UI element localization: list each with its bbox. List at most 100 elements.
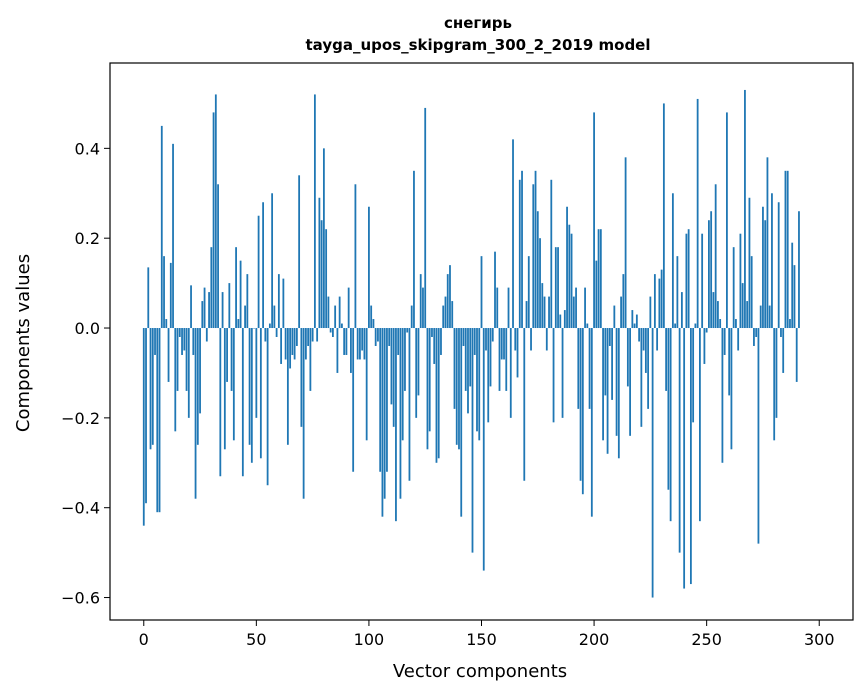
bar-225 <box>649 296 652 329</box>
bar-54 <box>264 328 267 342</box>
bar-112 <box>395 328 397 522</box>
bar-8 <box>160 125 163 329</box>
bar-275 <box>762 206 764 329</box>
bar-67 <box>293 328 296 360</box>
bar-205 <box>604 328 607 396</box>
bar-50 <box>255 328 258 418</box>
bar-87 <box>338 296 341 329</box>
bar-280 <box>773 328 776 441</box>
bar-121 <box>415 328 418 418</box>
bar-281 <box>775 328 778 418</box>
bar-186 <box>561 328 564 418</box>
bar-167 <box>518 179 521 329</box>
bar-114 <box>399 328 402 499</box>
y-tick-label: −0.2 <box>61 409 100 428</box>
bar-9 <box>163 256 165 329</box>
bar-142 <box>462 328 465 346</box>
bar-77 <box>316 328 319 342</box>
bar-70 <box>300 328 303 427</box>
bar-139 <box>455 328 458 445</box>
bar-137 <box>451 301 454 329</box>
y-tick-label: 0.0 <box>75 319 100 338</box>
bar-48 <box>250 328 253 463</box>
bar-287 <box>789 319 791 329</box>
bar-268 <box>746 301 749 329</box>
bar-227 <box>653 274 656 329</box>
bar-78 <box>318 197 321 329</box>
bar-276 <box>764 220 767 329</box>
bar-53 <box>262 202 264 329</box>
bar-98 <box>363 328 366 360</box>
bar-228 <box>656 328 659 351</box>
bar-3 <box>149 328 152 450</box>
bar-134 <box>444 296 447 329</box>
bar-272 <box>755 328 758 337</box>
bar-271 <box>753 328 755 346</box>
bar-158 <box>498 328 501 391</box>
bar-183 <box>554 247 557 329</box>
bar-20 <box>187 328 190 418</box>
x-tick-label: 50 <box>246 630 266 649</box>
bar-91 <box>347 287 350 329</box>
bar-152 <box>485 328 487 351</box>
bar-76 <box>313 94 316 329</box>
bar-208 <box>611 328 613 400</box>
bar-229 <box>658 278 661 329</box>
bar-180 <box>548 296 550 329</box>
bar-60 <box>277 274 280 329</box>
bar-120 <box>413 170 415 329</box>
bar-23 <box>194 328 197 499</box>
bar-259 <box>726 112 728 329</box>
bar-14 <box>174 328 177 432</box>
x-axis-ticks: 0 50 100 150 200 250 300 <box>139 620 835 649</box>
bar-135 <box>446 274 449 329</box>
bar-147 <box>473 328 476 355</box>
bar-239 <box>680 292 683 329</box>
bar-168 <box>521 170 523 329</box>
bar-204 <box>602 328 604 441</box>
bar-219 <box>635 314 638 329</box>
bar-283 <box>780 328 782 337</box>
bar-104 <box>377 328 379 342</box>
bar-179 <box>545 328 548 351</box>
bar-29 <box>208 292 210 329</box>
chart-title: снегирь <box>444 14 512 32</box>
bar-236 <box>674 323 677 329</box>
bar-0 <box>142 328 145 526</box>
bar-189 <box>568 224 571 329</box>
bar-27 <box>203 287 206 329</box>
bar-113 <box>397 328 400 355</box>
bar-285 <box>784 170 787 329</box>
bar-194 <box>579 328 582 481</box>
bar-95 <box>356 328 359 360</box>
bar-25 <box>199 328 201 414</box>
bar-18 <box>183 328 186 351</box>
bar-101 <box>370 305 373 329</box>
bar-124 <box>422 287 424 329</box>
bar-51 <box>257 215 260 329</box>
bar-26 <box>201 301 204 329</box>
bar-244 <box>692 328 695 423</box>
bar-213 <box>622 274 625 329</box>
bar-65 <box>289 328 292 369</box>
bar-57 <box>271 193 274 329</box>
bar-58 <box>273 305 276 329</box>
bar-132 <box>440 328 442 355</box>
bar-237 <box>676 256 679 329</box>
bar-74 <box>309 328 312 391</box>
bar-195 <box>581 328 584 495</box>
bar-286 <box>786 170 789 329</box>
bar-240 <box>683 328 686 589</box>
bar-214 <box>624 157 627 329</box>
bar-5 <box>154 328 156 355</box>
bar-2 <box>147 267 150 329</box>
bar-265 <box>739 233 742 329</box>
bar-145 <box>469 328 472 387</box>
bar-243 <box>689 328 692 585</box>
bar-17 <box>181 328 183 355</box>
bar-149 <box>478 328 481 441</box>
bar-216 <box>629 328 631 436</box>
bar-193 <box>577 328 580 409</box>
bar-63 <box>284 328 287 360</box>
bar-226 <box>651 328 654 598</box>
